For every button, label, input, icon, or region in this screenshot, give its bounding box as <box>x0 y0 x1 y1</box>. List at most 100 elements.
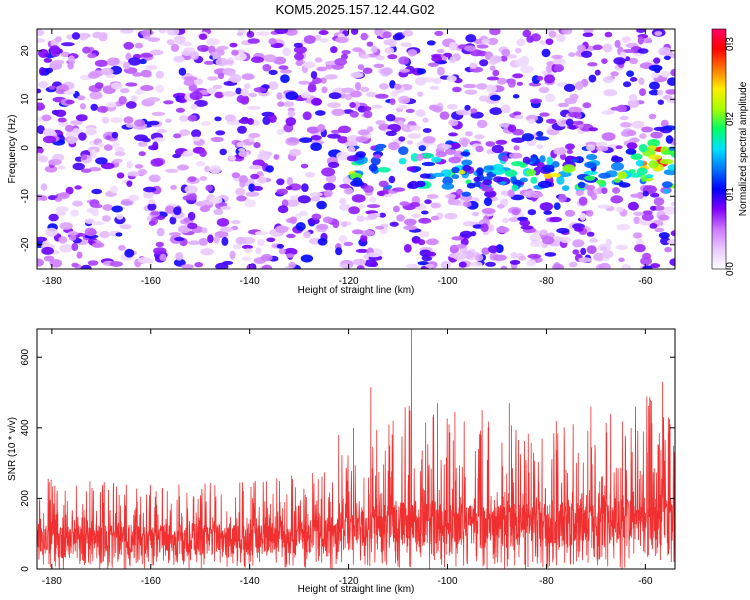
spectrogram-cell <box>100 67 114 76</box>
spectrogram-cell <box>238 175 249 184</box>
spectrogram-cell <box>604 31 613 38</box>
spectrogram-cell <box>648 154 662 160</box>
spectrogram-cell <box>383 39 394 46</box>
colorbar-tick-label: 0.0 <box>725 262 736 276</box>
spectrogram-cell <box>187 240 201 245</box>
x-tick-label: -120 <box>339 576 359 587</box>
spectrogram-cell <box>248 164 263 170</box>
spectrogram-cell <box>537 180 552 189</box>
spectrogram-cell <box>446 104 458 110</box>
spectrogram-cell <box>306 126 320 134</box>
spectrogram-cell <box>489 65 496 71</box>
spectrogram-cell <box>156 227 165 237</box>
spectrogram-cell <box>557 102 569 108</box>
spectrogram-cell <box>57 192 70 200</box>
spectrogram-cell <box>595 179 605 184</box>
spectrogram-cell <box>577 181 586 189</box>
spectrogram-cell <box>346 155 359 162</box>
spectrogram-cell <box>352 47 363 53</box>
spectrogram-cell <box>549 216 562 223</box>
spectrogram-cell <box>49 45 61 54</box>
spectrogram-cell <box>303 35 316 44</box>
spectrogram-cell <box>257 152 271 161</box>
spectrogram-cell <box>352 258 367 266</box>
spectrogram-cell <box>66 34 73 40</box>
spectrogram-cell <box>489 29 501 36</box>
spectrogram-cell <box>311 97 322 106</box>
spectrogram-cell <box>422 136 436 144</box>
spectrogram-cell <box>72 200 83 207</box>
spectrogram-cell <box>597 204 611 209</box>
spectrogram-cell <box>187 222 198 230</box>
spectrogram-cell <box>536 75 544 81</box>
spectrogram-cell <box>669 258 675 266</box>
spectrogram-cell <box>132 72 143 77</box>
spectrogram-cell <box>464 131 473 137</box>
spectrogram-cell <box>451 166 460 174</box>
spectrogram-cell <box>584 170 598 175</box>
spectrogram-cell <box>460 238 469 246</box>
spectrogram-cell <box>459 230 473 238</box>
spectrogram-cell <box>492 69 500 77</box>
spectrogram-cell <box>586 245 597 255</box>
spectrogram-cell <box>418 231 430 238</box>
spectrogram-cell <box>88 167 102 172</box>
spectrogram-cell <box>261 264 273 269</box>
spectrogram-cell <box>662 150 675 155</box>
spectrogram-cell <box>375 93 389 99</box>
spectrogram-cell <box>241 73 255 80</box>
spectrogram-cell <box>110 117 123 124</box>
spectrogram-cell <box>216 218 230 227</box>
spectrogram-cell <box>442 176 454 186</box>
spectrogram-cell <box>588 74 597 83</box>
spectrogram-cell <box>45 67 53 74</box>
spectrogram-cell <box>41 114 52 122</box>
spectrogram-cell <box>425 251 437 257</box>
spectrogram-cell <box>221 236 229 246</box>
spectrogram-cell <box>194 99 208 107</box>
spectrogram-cell <box>222 68 236 76</box>
spectrogram-cell <box>352 177 363 186</box>
spectrogram-cell <box>616 104 627 113</box>
spectrogram-cell <box>120 29 134 34</box>
spectrogram-cell <box>464 45 476 52</box>
snr-series-line <box>37 329 675 569</box>
spectrogram-cell <box>521 133 535 142</box>
spectrogram-cell <box>54 36 62 43</box>
colorbar: 0.0 0.1 0.2 0.3 Normalized spectral amplitu… <box>711 28 749 276</box>
spectrogram-cell <box>203 60 215 65</box>
spectrogram-cell <box>219 206 232 210</box>
spectrogram-cell <box>495 139 508 145</box>
spectrogram-cell <box>356 215 365 222</box>
spectrogram-cell <box>37 29 45 36</box>
spectrogram-cell <box>472 211 480 217</box>
spectrogram-cell <box>174 35 186 44</box>
spectrogram-cell <box>299 137 313 144</box>
spectrogram-cell <box>344 141 358 147</box>
spectrogram-cell <box>257 177 267 184</box>
spectrogram-cell <box>246 30 255 38</box>
spectrogram-cell <box>81 153 88 161</box>
spectrogram-cell <box>568 261 578 268</box>
spectrogram-cell <box>418 145 427 152</box>
spectrogram-cell <box>480 223 489 233</box>
spectrogram-cell <box>636 29 646 33</box>
spectrogram-cell <box>143 186 157 193</box>
spectrogram-cell <box>355 151 367 158</box>
spectrogram-cell <box>500 104 511 114</box>
spectrogram-cell <box>486 84 497 93</box>
spectrogram-cell <box>235 236 246 245</box>
colorbar-gradient <box>711 28 727 270</box>
spectrogram-cell <box>593 142 608 147</box>
spectrogram-cell <box>580 247 587 256</box>
spectrogram-cell <box>489 94 501 101</box>
spectrogram-cell <box>511 137 525 143</box>
spectrogram-cell <box>582 32 594 38</box>
spectrogram-cell <box>475 145 484 153</box>
spectrogram-cell <box>302 111 312 121</box>
spectrogram-cell <box>45 227 58 237</box>
spectrogram-cell <box>473 38 485 45</box>
spectrogram-cell <box>224 114 237 122</box>
spectrogram-cell <box>140 52 153 58</box>
spectrogram-cell <box>448 132 458 137</box>
